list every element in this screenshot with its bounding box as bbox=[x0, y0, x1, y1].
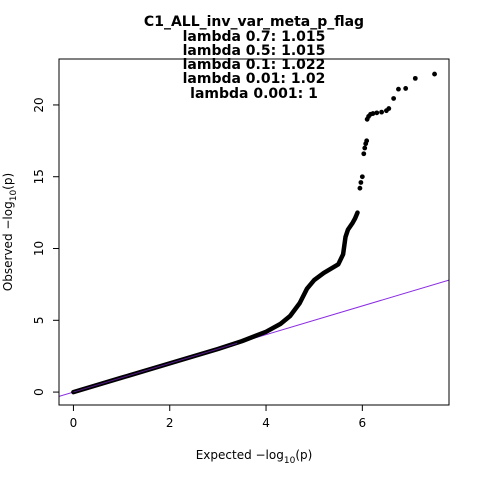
title-line-4: lambda 0.1: 1.022 bbox=[183, 57, 326, 73]
y-tick-label: 20 bbox=[32, 97, 46, 112]
y-axis-label: Observed −log10(p) bbox=[1, 173, 19, 291]
data-point bbox=[403, 86, 409, 91]
x-axis-ticks: 0 2 4 6 bbox=[70, 405, 367, 430]
data-point bbox=[391, 96, 397, 101]
data-point bbox=[362, 145, 368, 151]
x-axis-label-suffix: (p) bbox=[295, 448, 312, 462]
data-point bbox=[432, 71, 437, 77]
reference-line-overlay bbox=[73, 342, 238, 393]
y-axis-label-main: Observed −log bbox=[1, 201, 15, 291]
y-tick-label: 0 bbox=[32, 388, 46, 396]
x-tick-label: 2 bbox=[166, 416, 174, 430]
x-axis-label-main: Expected −log bbox=[196, 448, 284, 462]
y-axis-label-suffix: (p) bbox=[1, 173, 15, 190]
title-line-6: lambda 0.001: 1 bbox=[190, 86, 318, 102]
title-line-3: lambda 0.5: 1.015 bbox=[183, 43, 326, 59]
x-axis-label-subscript: 10 bbox=[284, 456, 296, 466]
chart-title: C1_ALL_inv_var_meta_p_flag lambda 0.7: 1… bbox=[144, 14, 364, 102]
y-tick-label: 5 bbox=[32, 316, 46, 324]
y-axis-ticks: 0 5 10 15 20 bbox=[32, 97, 59, 396]
y-axis-label-subscript: 10 bbox=[9, 190, 19, 202]
data-point bbox=[370, 111, 376, 116]
title-line-5: lambda 0.01: 1.02 bbox=[183, 71, 326, 87]
data-point bbox=[364, 138, 370, 144]
y-tick-label: 10 bbox=[32, 241, 46, 256]
data-point bbox=[379, 109, 384, 115]
data-point bbox=[396, 86, 401, 92]
title-line-2: lambda 0.7: 1.015 bbox=[183, 29, 326, 45]
x-tick-label: 4 bbox=[262, 416, 270, 430]
data-point bbox=[386, 106, 392, 111]
data-point bbox=[359, 174, 365, 180]
y-tick-label: 15 bbox=[32, 169, 46, 184]
plot-frame bbox=[58, 58, 450, 406]
title-line-1: C1_ALL_inv_var_meta_p_flag bbox=[144, 14, 364, 30]
x-tick-label: 0 bbox=[70, 416, 78, 430]
plot-area bbox=[59, 71, 449, 397]
data-point bbox=[361, 151, 367, 157]
data-point bbox=[374, 110, 380, 116]
data-point bbox=[412, 75, 418, 81]
data-point bbox=[358, 180, 364, 185]
data-point bbox=[357, 185, 363, 191]
x-tick-label: 6 bbox=[359, 416, 367, 430]
x-axis-label: Expected −log10(p) bbox=[196, 448, 313, 466]
